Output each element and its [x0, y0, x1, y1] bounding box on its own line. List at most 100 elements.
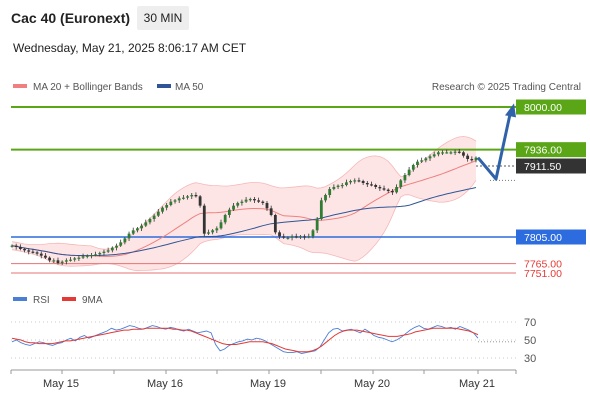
candle-body	[181, 197, 185, 199]
candle-body	[336, 185, 340, 187]
candle-body	[119, 242, 123, 246]
pivot-tag	[516, 229, 586, 245]
chart-header: Cac 40 (Euronext) 30 MIN	[0, 0, 590, 36]
candle-body	[102, 251, 106, 253]
credit-text: Research © 2025 Trading Central	[432, 82, 581, 93]
candle-body	[328, 189, 332, 195]
candle-body	[198, 196, 202, 206]
candle-body	[14, 245, 18, 247]
timeframe-button[interactable]: 30 MIN	[137, 6, 189, 30]
candle-body	[39, 253, 43, 256]
candle-body	[416, 161, 419, 165]
candle-body	[244, 199, 248, 202]
resistance-label: 8000.00	[524, 102, 562, 114]
candle-body	[60, 261, 64, 263]
candle-body	[73, 258, 77, 260]
candle-body	[445, 152, 449, 154]
candle-body	[474, 157, 478, 161]
candle-body	[370, 184, 373, 186]
candle-body	[411, 165, 415, 170]
candle-body	[424, 158, 428, 161]
support-label: 7751.00	[524, 268, 562, 280]
candle-body	[432, 154, 436, 157]
candle-body	[177, 198, 181, 201]
projection-arrowhead	[505, 103, 516, 118]
candle-body	[299, 236, 302, 238]
rsi-tick-label: 50	[524, 335, 536, 347]
candle-body	[278, 232, 281, 237]
candle-body	[232, 205, 235, 210]
x-tick-label: May 15	[43, 378, 79, 390]
candle-body	[35, 252, 39, 254]
candle-body	[269, 208, 273, 215]
x-tick-label: May 19	[250, 378, 286, 390]
candle-body	[173, 200, 177, 202]
candle-body	[315, 219, 319, 231]
candle-body	[353, 180, 357, 182]
candle-body	[186, 196, 189, 198]
candle-body	[286, 237, 290, 239]
pivot-label: 7805.00	[524, 232, 562, 244]
candle-body	[319, 200, 323, 219]
candle-body	[345, 182, 348, 185]
x-tick-label: May 16	[147, 378, 183, 390]
candle-body	[428, 156, 432, 159]
candle-body	[64, 260, 68, 262]
candle-body	[227, 209, 231, 215]
instrument-title: Cac 40 (Euronext)	[11, 10, 131, 26]
last-price-label: 7911.50	[524, 161, 561, 173]
candle-body	[282, 236, 286, 238]
candle-body	[332, 187, 336, 189]
candle-body	[81, 256, 85, 258]
candle-body	[215, 228, 219, 231]
resistance-label: 7936.00	[524, 145, 562, 157]
projection-path	[476, 114, 512, 181]
candle-body	[420, 160, 424, 162]
bollinger-upper-line	[11, 136, 477, 250]
candle-body	[44, 255, 47, 258]
candle-body	[115, 245, 118, 248]
candle-body	[23, 249, 26, 251]
candle-body	[27, 250, 31, 252]
candle-body	[378, 187, 382, 189]
candle-body	[365, 183, 369, 185]
rsi-legend-swatch	[13, 297, 27, 301]
candle-body	[165, 205, 169, 208]
candle-body	[190, 195, 194, 197]
candle-body	[349, 181, 352, 183]
support-label: 7765.00	[524, 259, 562, 271]
projection-arrow	[476, 103, 516, 181]
last-price-tag	[516, 158, 586, 174]
candle-body	[85, 255, 89, 257]
ma9-legend-swatch	[62, 297, 76, 301]
rsi-legend-label: RSI	[33, 295, 50, 306]
x-tick-label: May 20	[354, 378, 390, 390]
candle-body	[265, 203, 269, 209]
candle-body	[395, 187, 398, 193]
candle-body	[169, 201, 173, 205]
candle-body	[449, 152, 453, 154]
candle-body	[194, 195, 198, 197]
ma9-legend-label: 9MA	[82, 295, 103, 306]
candle-body	[18, 247, 22, 249]
candle-body	[127, 233, 131, 239]
candle-body	[436, 152, 440, 155]
candle-body	[390, 191, 394, 193]
rsi-line	[11, 325, 479, 354]
candle-body	[94, 254, 98, 256]
level-tags: 8000.00 7936.00 7911.50 7805.00 7765.007751.…	[516, 99, 586, 280]
candle-body	[31, 251, 35, 253]
candle-body	[69, 259, 72, 261]
candle-body	[98, 253, 102, 255]
candle-body	[248, 199, 252, 201]
candle-body	[77, 257, 81, 259]
price-levels	[11, 106, 516, 274]
candle-body	[261, 201, 265, 203]
candle-body	[361, 181, 365, 183]
bollinger-bands	[11, 136, 477, 272]
ma20-legend-label: MA 20 + Bollinger Bands	[33, 82, 143, 93]
candle-body	[407, 169, 411, 175]
candle-body	[152, 215, 156, 219]
